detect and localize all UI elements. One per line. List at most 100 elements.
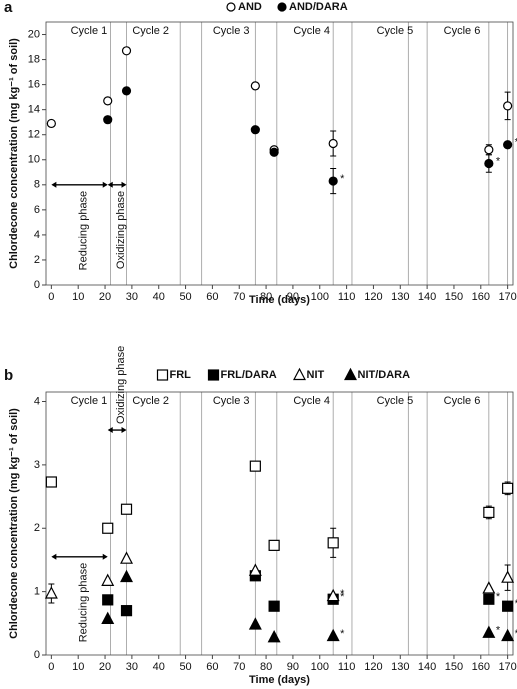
x-tick-label: 0 bbox=[48, 291, 54, 303]
point bbox=[503, 140, 513, 150]
point bbox=[120, 503, 133, 515]
phase-label: Oxidizing phase bbox=[115, 191, 127, 269]
point bbox=[248, 563, 262, 576]
x-tick-label: 60 bbox=[206, 661, 218, 673]
x-tick-label: 140 bbox=[418, 291, 436, 303]
y-tick-label: 10 bbox=[28, 154, 40, 166]
legend-marker bbox=[156, 369, 169, 381]
point bbox=[120, 605, 133, 617]
x-tick-label: 170 bbox=[498, 661, 516, 673]
point bbox=[326, 628, 340, 642]
significance-mark: * bbox=[340, 591, 345, 603]
x-tick-label: 100 bbox=[311, 291, 329, 303]
panel-label: b bbox=[4, 367, 13, 384]
point bbox=[501, 570, 515, 583]
point bbox=[268, 600, 280, 612]
phase-label: Oxidizing phase bbox=[115, 346, 127, 424]
cycle-label: Cycle 5 bbox=[377, 395, 414, 407]
point bbox=[268, 539, 280, 551]
y-tick-label: 0 bbox=[34, 649, 40, 661]
x-tick-label: 10 bbox=[72, 661, 84, 673]
x-tick-label: 60 bbox=[206, 291, 218, 303]
x-tick-label: 150 bbox=[445, 661, 463, 673]
x-tick-label: 30 bbox=[126, 661, 138, 673]
y-tick-label: 2 bbox=[34, 254, 40, 266]
significance-mark: * bbox=[496, 155, 501, 167]
x-axis-title: Time (days) bbox=[249, 294, 310, 306]
significance-mark: * bbox=[515, 628, 517, 640]
cycle-label: Cycle 3 bbox=[213, 395, 250, 407]
y-tick-label: 6 bbox=[34, 204, 40, 216]
point bbox=[120, 569, 134, 583]
point bbox=[250, 125, 260, 135]
cycle-label: Cycle 4 bbox=[293, 395, 330, 407]
plot-frame bbox=[45, 21, 514, 286]
point bbox=[103, 96, 113, 106]
point bbox=[502, 482, 514, 494]
point bbox=[326, 588, 340, 602]
y-tick-label: 18 bbox=[28, 53, 40, 65]
point bbox=[250, 81, 260, 91]
legend-marker bbox=[277, 2, 287, 12]
cycle-label: Cycle 3 bbox=[213, 25, 250, 37]
x-tick-label: 90 bbox=[287, 291, 299, 303]
x-tick-label: 50 bbox=[179, 661, 191, 673]
y-tick-label: 4 bbox=[34, 395, 40, 407]
x-tick-label: 80 bbox=[260, 661, 272, 673]
x-tick-label: 40 bbox=[153, 661, 165, 673]
point bbox=[503, 101, 513, 111]
point bbox=[483, 506, 495, 519]
y-tick-label: 1 bbox=[34, 586, 40, 598]
x-tick-label: 70 bbox=[233, 661, 245, 673]
significance-mark: * bbox=[515, 137, 517, 149]
point bbox=[501, 628, 515, 642]
phase-label: Reducing phase bbox=[77, 563, 89, 643]
plot-frame bbox=[45, 391, 514, 656]
x-tick-label: 160 bbox=[472, 661, 490, 673]
point bbox=[120, 551, 134, 564]
point bbox=[502, 600, 514, 612]
point bbox=[484, 145, 494, 155]
legend-marker bbox=[226, 2, 236, 12]
point bbox=[46, 118, 56, 129]
cycle-label: Cycle 6 bbox=[444, 25, 481, 37]
x-tick-label: 110 bbox=[338, 291, 356, 303]
x-tick-label: 130 bbox=[391, 661, 409, 673]
cycle-label: Cycle 4 bbox=[293, 25, 330, 37]
panel-label: a bbox=[4, 0, 13, 16]
significance-mark: * bbox=[340, 588, 345, 600]
point bbox=[101, 611, 115, 624]
significance-mark: * bbox=[340, 628, 345, 640]
point bbox=[483, 593, 495, 605]
x-tick-label: 90 bbox=[287, 661, 299, 673]
x-tick-label: 40 bbox=[153, 291, 165, 303]
legend-marker bbox=[207, 369, 220, 381]
x-axis-title: Time (days) bbox=[249, 674, 310, 686]
y-tick-label: 20 bbox=[28, 28, 40, 40]
x-tick-label: 20 bbox=[99, 661, 111, 673]
x-tick-label: 80 bbox=[260, 291, 272, 303]
y-tick-label: 14 bbox=[28, 104, 40, 116]
y-tick-label: 0 bbox=[34, 279, 40, 291]
y-tick-label: 16 bbox=[28, 79, 40, 91]
legend-label: NIT bbox=[307, 369, 325, 381]
significance-mark: * bbox=[496, 625, 501, 637]
cycle-label: Cycle 1 bbox=[71, 25, 108, 37]
x-tick-label: 50 bbox=[179, 291, 191, 303]
point bbox=[248, 617, 262, 630]
point bbox=[328, 176, 338, 186]
x-tick-label: 0 bbox=[48, 661, 54, 673]
legend-label: FRL bbox=[170, 369, 192, 381]
x-tick-label: 100 bbox=[311, 661, 329, 673]
cycle-label: Cycle 5 bbox=[377, 25, 414, 37]
point bbox=[101, 573, 115, 586]
y-tick-label: 8 bbox=[34, 179, 40, 191]
cycle-label: Cycle 1 bbox=[71, 395, 108, 407]
x-tick-label: 170 bbox=[498, 291, 516, 303]
y-tick-label: 4 bbox=[34, 229, 40, 241]
x-tick-label: 70 bbox=[233, 291, 245, 303]
point bbox=[267, 629, 281, 643]
y-axis-title: Chlordecone concentration (mg kg⁻¹ of so… bbox=[8, 38, 20, 269]
point bbox=[327, 537, 339, 549]
